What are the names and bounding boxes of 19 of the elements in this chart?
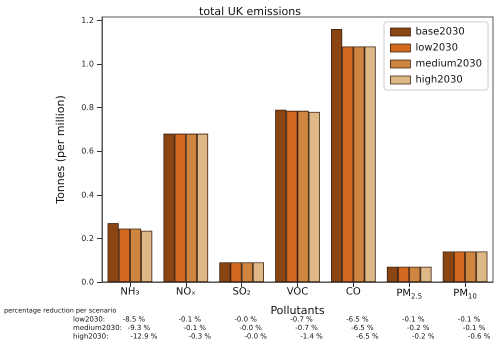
- y-axis-title: Tonnes (per million): [54, 95, 67, 205]
- x-axis-title: Pollutants: [270, 304, 325, 317]
- legend-label: medium2030: [415, 58, 482, 70]
- x-tick-label: NH₃: [120, 286, 140, 298]
- y-tick-label: 1.0: [81, 59, 94, 68]
- legend-label: low2030: [415, 42, 458, 54]
- y-tick-label: 0.6: [81, 146, 94, 156]
- legend-label: base2030: [415, 26, 465, 38]
- x-tick-label: CO: [346, 286, 361, 298]
- chart-title: total UK emissions: [199, 5, 302, 18]
- x-tick-label: VOC: [286, 286, 308, 298]
- y-tick-label: 0.8: [81, 103, 94, 112]
- x-tick-label: NOₓ: [176, 286, 196, 298]
- x-tick-label: SO₂: [232, 286, 251, 298]
- y-tick-label: 1.2: [81, 16, 94, 25]
- y-tick-label: 0.0: [81, 278, 94, 286]
- legend-label: high2030: [415, 74, 463, 86]
- y-tick-label: 0.2: [81, 234, 94, 243]
- y-tick-label: 0.4: [81, 190, 94, 200]
